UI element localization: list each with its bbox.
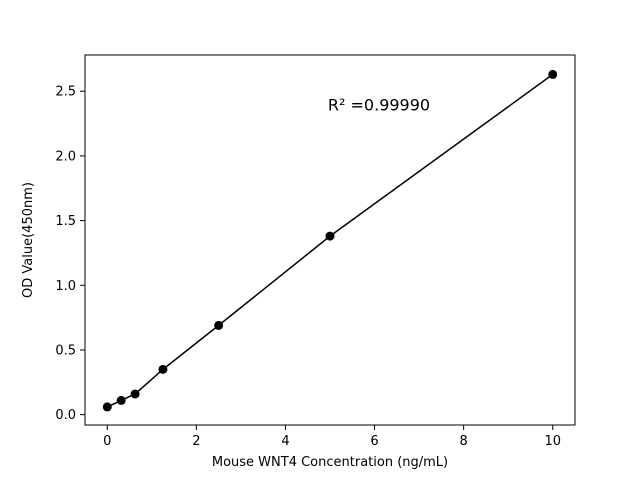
y-tick-label: 1.0 [55,279,76,294]
x-tick-label: 8 [459,434,467,449]
y-tick-label: 2.5 [55,85,76,100]
data-point [548,69,558,79]
x-tick-label: 10 [544,434,561,449]
plot-border [84,54,576,426]
x-tick-label: 6 [370,434,378,449]
data-point [130,389,140,399]
data-point [325,231,335,241]
x-tick-label: 2 [192,434,200,449]
r-squared-annotation: R² =0.99990 [328,96,430,115]
x-axis-label: Mouse WNT4 Concentration (ng/mL) [212,455,448,470]
data-point [214,320,224,330]
data-point [116,395,126,405]
x-tick-label: 0 [103,434,111,449]
data-point [102,402,112,412]
x-tick-label: 4 [281,434,289,449]
y-tick-label: 2.0 [55,149,76,164]
y-tick-label: 0.0 [55,408,76,423]
y-tick-label: 0.5 [55,343,76,358]
y-axis-label: OD Value(450nm) [21,182,36,298]
data-point [158,364,168,374]
y-tick-label: 1.5 [55,214,76,229]
